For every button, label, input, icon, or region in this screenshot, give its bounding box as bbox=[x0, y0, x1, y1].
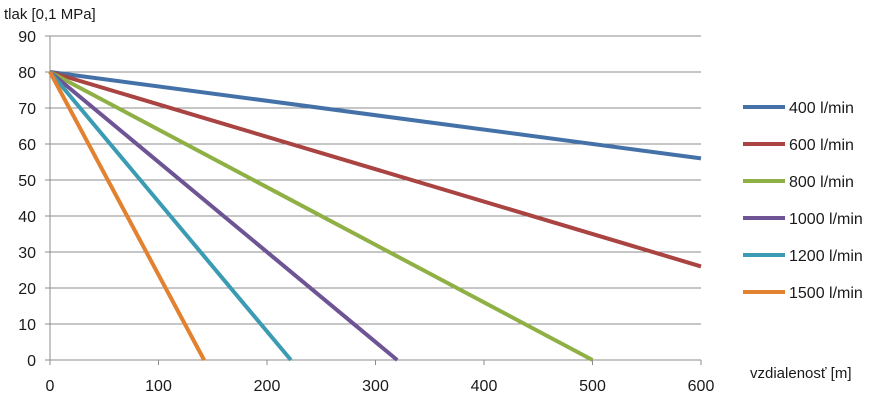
series-line bbox=[48, 71, 206, 361]
legend-label: 1000 l/min bbox=[789, 211, 863, 228]
y-tick-label: 10 bbox=[18, 317, 36, 334]
x-tick-label: 100 bbox=[145, 378, 172, 395]
series-line bbox=[48, 70, 399, 362]
series-line bbox=[49, 70, 702, 269]
legend-label: 800 l/min bbox=[789, 174, 854, 191]
x-axis-title: vzdialenosť [m] bbox=[750, 365, 852, 382]
legend-label: 400 l/min bbox=[789, 100, 854, 117]
x-tick-label: 300 bbox=[362, 378, 389, 395]
y-tick-label: 60 bbox=[18, 137, 36, 154]
x-tick-label: 600 bbox=[688, 378, 715, 395]
y-tick-label: 20 bbox=[18, 281, 36, 298]
series-line bbox=[48, 70, 293, 362]
x-tick-label: 500 bbox=[579, 378, 606, 395]
y-tick-label: 30 bbox=[18, 245, 36, 262]
x-tick-labels: 0 100 200 300 400 500 600 bbox=[46, 378, 715, 395]
y-tick-labels: 0 10 20 30 40 50 60 70 80 90 bbox=[18, 29, 36, 370]
legend-label: 600 l/min bbox=[789, 137, 854, 154]
y-tick-label: 90 bbox=[18, 29, 36, 46]
series-lines bbox=[48, 70, 702, 362]
y-tick-label: 40 bbox=[18, 209, 36, 226]
x-tick-label: 0 bbox=[46, 378, 55, 395]
y-tick-label: 70 bbox=[18, 101, 36, 118]
y-tick-label: 80 bbox=[18, 65, 36, 82]
x-tick-label: 200 bbox=[254, 378, 281, 395]
legend: 400 l/min 600 l/min 800 l/min 1000 l/min 120… bbox=[743, 100, 863, 302]
gridlines bbox=[50, 35, 701, 325]
series-line bbox=[49, 70, 702, 161]
x-tick-label: 400 bbox=[471, 378, 498, 395]
legend-label: 1200 l/min bbox=[789, 248, 863, 265]
y-tick-label: 50 bbox=[18, 173, 36, 190]
series-line bbox=[49, 70, 594, 362]
legend-label: 1500 l/min bbox=[789, 285, 863, 302]
y-tick-label: 0 bbox=[27, 353, 36, 370]
y-axis-title: tlak [0,1 MPa] bbox=[4, 6, 96, 23]
